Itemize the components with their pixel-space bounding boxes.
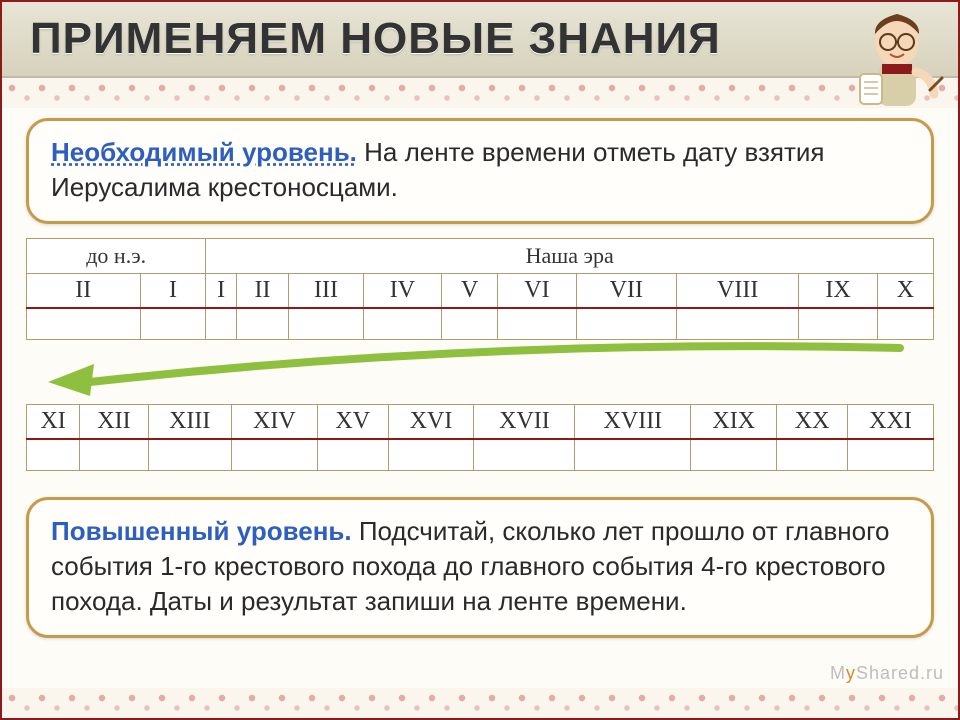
watermark: MyShared.ru bbox=[830, 663, 944, 684]
century-row-2: XI XII XIII XIV XV XVI XVII XVIII XIX XX… bbox=[27, 405, 934, 439]
timeline-table-2: XI XII XIII XIV XV XVI XVII XVIII XIX XX… bbox=[26, 404, 934, 471]
century-cell: XII bbox=[80, 405, 148, 439]
answer-cell[interactable] bbox=[691, 439, 777, 471]
century-cell: XV bbox=[317, 405, 388, 439]
century-cell: VI bbox=[498, 274, 576, 308]
century-cell: VII bbox=[576, 274, 676, 308]
answer-cell[interactable] bbox=[474, 439, 575, 471]
page-title: ПРИМЕНЯЕМ НОВЫЕ ЗНАНИЯ bbox=[30, 14, 721, 64]
answer-cell[interactable] bbox=[140, 308, 206, 340]
answer-cell[interactable] bbox=[317, 439, 388, 471]
answer-cell[interactable] bbox=[498, 308, 576, 340]
century-cell: II bbox=[27, 274, 141, 308]
timeline-table-1: до н.э. Наша эра II I I II III IV V VI V… bbox=[26, 238, 934, 340]
century-row-1: II I I II III IV V VI VII VIII IX X bbox=[27, 274, 934, 308]
era-ad-label: Наша эра bbox=[206, 239, 934, 274]
century-cell: II bbox=[236, 274, 288, 308]
century-cell: XIV bbox=[231, 405, 317, 439]
teacher-illustration bbox=[842, 4, 952, 124]
task-lead-basic: Необходимый уровень. bbox=[51, 137, 357, 167]
task-box-advanced: Повышенный уровень. Подсчитай, сколько л… bbox=[26, 497, 934, 638]
century-cell: XIX bbox=[691, 405, 777, 439]
answer-cell[interactable] bbox=[676, 308, 798, 340]
answer-cell[interactable] bbox=[27, 308, 141, 340]
century-cell: XVII bbox=[474, 405, 575, 439]
watermark-part: Shared.ru bbox=[856, 663, 944, 683]
answer-cell[interactable] bbox=[777, 439, 848, 471]
task-lead-advanced: Повышенный уровень. bbox=[51, 516, 352, 546]
answer-cell[interactable] bbox=[80, 439, 148, 471]
watermark-part: y bbox=[846, 663, 856, 683]
answer-row-2 bbox=[27, 439, 934, 471]
century-cell: I bbox=[206, 274, 236, 308]
answer-cell[interactable] bbox=[388, 439, 474, 471]
century-cell: XVI bbox=[388, 405, 474, 439]
answer-cell[interactable] bbox=[148, 439, 231, 471]
answer-cell[interactable] bbox=[231, 439, 317, 471]
century-cell: IV bbox=[363, 274, 441, 308]
answer-cell[interactable] bbox=[289, 308, 364, 340]
century-cell: XIII bbox=[148, 405, 231, 439]
century-cell: XVIII bbox=[575, 405, 691, 439]
century-cell: X bbox=[877, 274, 933, 308]
answer-cell[interactable] bbox=[848, 439, 934, 471]
task-box-basic: Необходимый уровень. На ленте времени от… bbox=[26, 118, 934, 224]
answer-cell[interactable] bbox=[236, 308, 288, 340]
century-cell: V bbox=[442, 274, 498, 308]
era-bc-label: до н.э. bbox=[27, 239, 206, 274]
century-cell: XI bbox=[27, 405, 80, 439]
answer-cell[interactable] bbox=[799, 308, 877, 340]
century-cell: I bbox=[140, 274, 206, 308]
century-cell: VIII bbox=[676, 274, 798, 308]
answer-cell[interactable] bbox=[576, 308, 676, 340]
century-cell: XX bbox=[777, 405, 848, 439]
answer-cell[interactable] bbox=[442, 308, 498, 340]
answer-cell[interactable] bbox=[363, 308, 441, 340]
century-cell: III bbox=[289, 274, 364, 308]
answer-cell[interactable] bbox=[877, 308, 933, 340]
content-area: Необходимый уровень. На ленте времени от… bbox=[2, 78, 958, 662]
century-cell: IX bbox=[799, 274, 877, 308]
answer-row-1 bbox=[27, 308, 934, 340]
header-bar: ПРИМЕНЯЕМ НОВЫЕ ЗНАНИЯ bbox=[2, 2, 958, 78]
continuation-arrow-wrap bbox=[26, 348, 934, 396]
answer-cell[interactable] bbox=[27, 439, 80, 471]
century-cell: XXI bbox=[848, 405, 934, 439]
answer-cell[interactable] bbox=[575, 439, 691, 471]
continuation-arrow-icon bbox=[30, 342, 910, 400]
era-header-row: до н.э. Наша эра bbox=[27, 239, 934, 274]
watermark-part: M bbox=[830, 663, 846, 683]
answer-cell[interactable] bbox=[206, 308, 236, 340]
decorative-pattern-bottom bbox=[2, 688, 958, 718]
